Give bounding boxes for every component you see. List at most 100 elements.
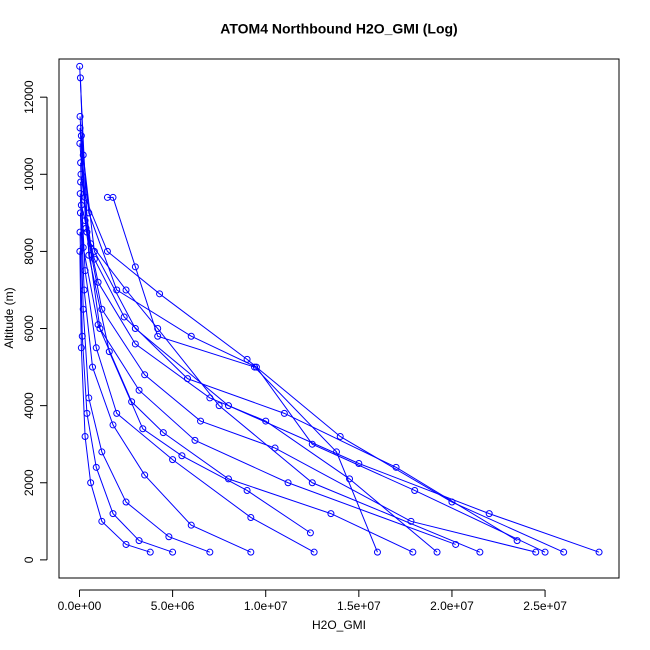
data-point (109, 510, 117, 518)
data-point (128, 398, 136, 406)
data-point (215, 402, 223, 410)
data-point (411, 486, 419, 494)
data-point (81, 432, 89, 440)
data-point (513, 537, 521, 545)
data-point (109, 421, 117, 429)
profile-line (79, 232, 173, 553)
y-tick-label: 10000 (22, 157, 36, 191)
data-point (82, 224, 90, 232)
data-point (262, 417, 270, 425)
profile-line (80, 162, 414, 553)
x-tick-label: 1.0e+07 (244, 599, 288, 613)
data-point (87, 479, 95, 487)
profile-line (84, 220, 438, 553)
data-point (105, 348, 113, 356)
data-point (159, 429, 167, 437)
data-point (78, 332, 86, 340)
profile-line (107, 196, 378, 553)
data-point (251, 363, 259, 371)
data-point (407, 517, 415, 525)
data-point (541, 548, 549, 556)
data-point (122, 540, 130, 548)
data-point (92, 463, 100, 471)
data-point (332, 448, 340, 456)
data-point (135, 537, 143, 545)
data-point (476, 548, 484, 556)
plot-frame (58, 58, 620, 579)
data-point (79, 305, 87, 313)
data-point (92, 344, 100, 352)
data-point (336, 432, 344, 440)
data-point (308, 479, 316, 487)
data-point (96, 325, 104, 333)
profile-line (79, 66, 311, 534)
data-point (156, 290, 164, 298)
data-point (284, 479, 292, 487)
data-point (452, 540, 460, 548)
data-point (280, 409, 288, 417)
data-point (120, 313, 128, 321)
y-axis-label: Altitude (m) (2, 287, 16, 348)
data-point (206, 548, 214, 556)
data-point (90, 255, 98, 263)
data-point (243, 486, 251, 494)
profile-line (79, 212, 211, 553)
y-tick-label: 12000 (22, 80, 36, 114)
data-point (184, 375, 192, 383)
data-point (392, 463, 400, 471)
data-point (77, 132, 85, 140)
data-point (206, 394, 214, 402)
data-point (131, 263, 139, 271)
data-point (146, 548, 154, 556)
data-point (76, 190, 84, 198)
y-tick-label: 4000 (22, 392, 36, 419)
data-point (77, 344, 85, 352)
data-point (109, 193, 117, 201)
data-point (139, 425, 147, 433)
data-point (154, 332, 162, 340)
x-tick-label: 2.0e+07 (430, 599, 474, 613)
data-point (247, 548, 255, 556)
data-point (77, 159, 85, 167)
data-point (306, 529, 314, 537)
data-point (122, 498, 130, 506)
data-point (197, 417, 205, 425)
profile-line (79, 143, 536, 553)
data-point (169, 548, 177, 556)
data-point (560, 548, 568, 556)
data-point (122, 286, 130, 294)
data-point (113, 409, 121, 417)
data-point (113, 286, 121, 294)
profile-line (79, 251, 151, 553)
y-tick-label: 0 (22, 556, 36, 563)
data-point (76, 139, 84, 147)
data-point (178, 452, 186, 460)
data-point (187, 521, 195, 529)
data-point (89, 363, 97, 371)
x-tick-label: 0.0e+00 (58, 599, 102, 613)
data-point (76, 62, 84, 70)
data-point (169, 456, 177, 464)
data-point (485, 510, 493, 518)
y-tick-label: 6000 (22, 315, 36, 342)
y-tick-label: 8000 (22, 238, 36, 265)
data-point (308, 440, 316, 448)
data-point (135, 386, 143, 394)
chart-title: ATOM4 Northbound H2O_GMI (Log) (220, 21, 457, 37)
data-point (409, 548, 417, 556)
data-point (595, 548, 603, 556)
data-point (131, 325, 139, 333)
data-point (191, 436, 199, 444)
data-point (76, 112, 84, 120)
data-point (131, 340, 139, 348)
data-point (310, 548, 318, 556)
profile-line (80, 135, 546, 553)
profile-line (79, 116, 564, 553)
data-point (532, 548, 540, 556)
data-point (433, 548, 441, 556)
y-tick-label: 2000 (22, 469, 36, 496)
x-tick-label: 5.0e+06 (151, 599, 195, 613)
x-axis-label: H2O_GMI (312, 618, 366, 632)
data-point (448, 498, 456, 506)
